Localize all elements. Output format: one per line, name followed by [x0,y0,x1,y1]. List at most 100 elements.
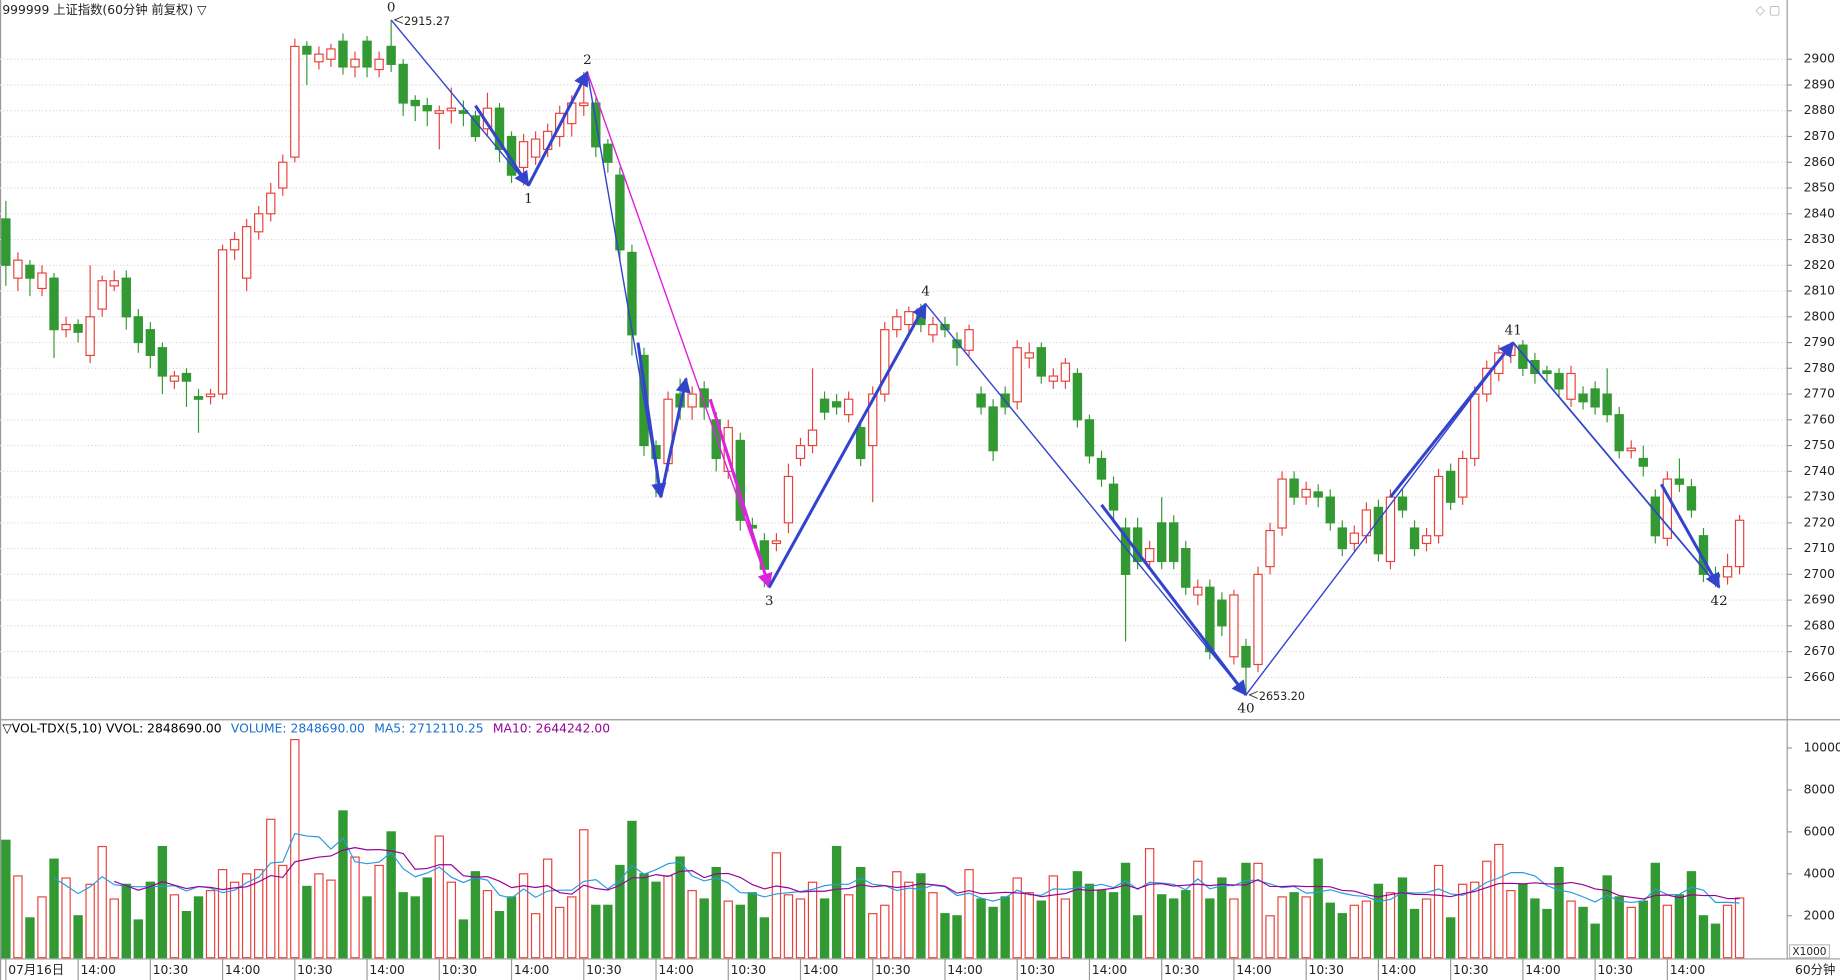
volume-bar [1421,898,1432,959]
candle-body [446,107,457,112]
x-tick-label: 10:30 [1597,963,1632,977]
y-tick-label: 2810 [1804,284,1835,298]
y-tick-label: 2770 [1804,387,1835,401]
volume-bar [482,890,493,959]
volume-bar [326,879,336,959]
volume-bar [723,900,733,959]
x-tick-label: 10:30 [731,963,766,977]
volume-bar [157,845,168,959]
x-tick-label: 14:00 [225,963,260,977]
y-tick-label: 2750 [1804,438,1835,452]
candle-body [1156,522,1167,563]
wave-arrow [1100,503,1248,697]
y-tick-label: 2700 [1804,567,1835,581]
x-tick-label: 10:30 [875,963,910,977]
y-tick-label: 2710 [1804,541,1835,555]
candle-body [880,329,890,395]
volume-bar [374,864,384,959]
candle-body [1650,496,1661,537]
volume-bar [1325,902,1335,959]
volume-bar [1361,900,1372,959]
volume-bar [121,883,131,959]
volume-bar [988,906,998,959]
volume-bar [1373,883,1384,959]
candle-body [1397,496,1408,511]
volume-bar [868,913,878,959]
candle-body [1554,372,1564,390]
candle-body [169,375,180,382]
y-tick-label: 2670 [1804,644,1835,658]
candle-body [952,339,962,349]
candle-body [133,316,143,344]
volume-legend: ▽VOL-TDX(5,10) VVOL: 2848690.00 [2,722,221,736]
candle-body [314,53,324,63]
candle-body [843,398,854,416]
volume-bar [470,871,481,959]
wave-arrow [1660,483,1721,589]
volume-bar [458,919,469,959]
candle-body [687,393,697,408]
x-tick-label: 14:00 [369,963,404,977]
volume-bar [892,871,902,959]
volume-bar [506,896,517,959]
volume-bar [952,915,962,959]
candle-body [1289,478,1299,498]
volume-bar [1084,883,1095,959]
candle-body [1217,599,1227,627]
x-tick-label: 10:30 [1020,963,1055,977]
candle-body [603,143,613,163]
volume-bar [1205,898,1215,959]
candle-body [1734,519,1745,568]
volume-bar [1385,892,1396,959]
candle-body [326,48,336,60]
volume-bar [1674,894,1685,959]
x-tick-label: 14:00 [1381,963,1416,977]
y-tick-label: 2850 [1804,181,1835,195]
volume-bar [759,917,770,959]
volume-bar [1710,923,1721,959]
y-tick-label: 4000 [1804,866,1835,880]
volume-bar [603,904,613,959]
candle-body [362,40,372,68]
wave-arrow [1389,341,1515,499]
candle-body [928,323,938,336]
price-label: 2915.27 [404,15,450,28]
x-tick-label: 14:00 [947,963,982,977]
volume-bar [314,873,324,959]
price-pointer [1248,690,1258,699]
candle-body [1181,548,1191,588]
candle-body [1542,370,1552,375]
x-tick-label: 14:00 [1670,963,1705,977]
candle-body [1084,419,1095,457]
y-tick-label: 2000 [1804,908,1835,922]
y-tick-label: 2720 [1804,515,1835,529]
volume-bar [591,904,601,959]
volume-bar [169,894,180,959]
candle-body [1325,496,1335,524]
candle-body [855,426,866,460]
volume-bar [229,881,240,959]
volume-bar [1169,898,1179,959]
candle-body [795,444,806,460]
candle-body [1662,478,1673,539]
window-icon[interactable]: ◇ ▢ [1756,3,1781,17]
volume-bar [1650,862,1661,959]
candle-body [422,105,432,112]
candle-body [964,329,974,351]
period-label: 60分钟 [1795,962,1835,977]
volume-bar [807,881,818,959]
y-tick-label: 2730 [1804,490,1835,504]
candle-body [615,174,625,251]
volume-bar [843,894,854,959]
volume-bar [555,906,565,959]
y-tick-label: 10000 [1804,740,1840,754]
wave-line [586,71,662,498]
candle-body [157,347,168,377]
candle-body [868,393,878,447]
wave-line [390,19,529,186]
candle-body [350,58,360,68]
volume-bar [880,904,890,959]
y-tick-label: 2790 [1804,335,1835,349]
candle-body [1241,645,1251,668]
volume-bar [1181,890,1191,959]
